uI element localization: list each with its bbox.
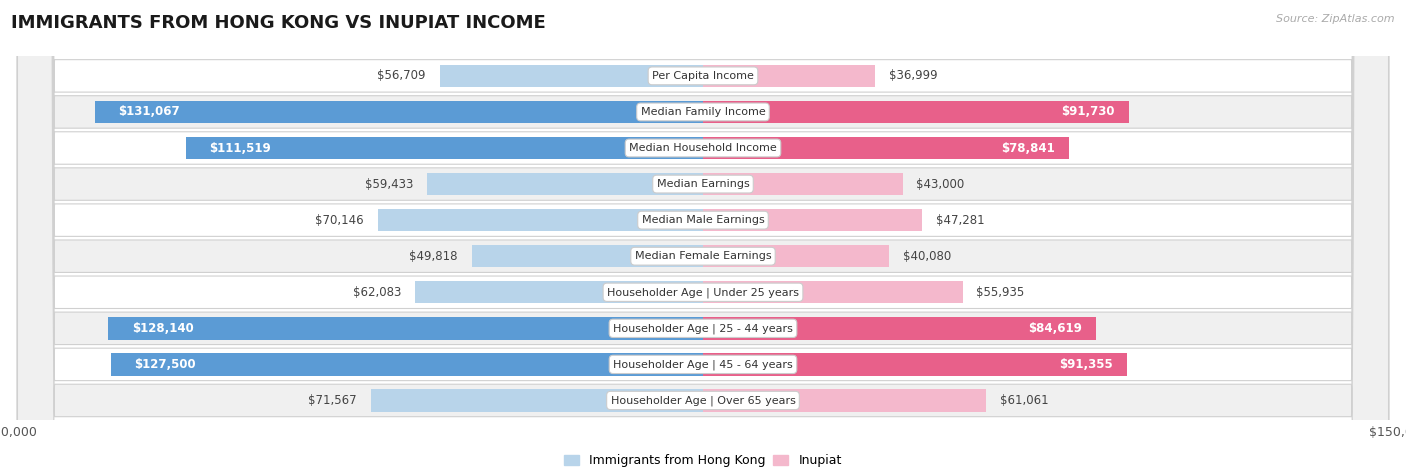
Legend: Immigrants from Hong Kong, Inupiat: Immigrants from Hong Kong, Inupiat xyxy=(560,449,846,467)
Text: $91,355: $91,355 xyxy=(1059,358,1114,371)
Bar xyxy=(703,209,922,231)
Text: $131,067: $131,067 xyxy=(118,106,180,119)
Text: $62,083: $62,083 xyxy=(353,286,401,299)
Text: $78,841: $78,841 xyxy=(1001,142,1054,155)
FancyBboxPatch shape xyxy=(17,0,1389,467)
Text: Householder Age | Under 25 years: Householder Age | Under 25 years xyxy=(607,287,799,297)
Bar xyxy=(427,173,703,195)
FancyBboxPatch shape xyxy=(17,0,1389,467)
Bar xyxy=(371,389,703,411)
Text: Per Capita Income: Per Capita Income xyxy=(652,71,754,81)
Bar xyxy=(440,65,703,87)
Text: $36,999: $36,999 xyxy=(889,70,938,82)
Bar xyxy=(111,353,703,375)
FancyBboxPatch shape xyxy=(17,0,1389,467)
Text: $128,140: $128,140 xyxy=(132,322,194,335)
Text: Source: ZipAtlas.com: Source: ZipAtlas.com xyxy=(1277,14,1395,24)
Text: $84,619: $84,619 xyxy=(1028,322,1081,335)
Bar xyxy=(703,389,987,411)
Text: $61,061: $61,061 xyxy=(1000,394,1049,407)
Text: IMMIGRANTS FROM HONG KONG VS INUPIAT INCOME: IMMIGRANTS FROM HONG KONG VS INUPIAT INC… xyxy=(11,14,546,32)
Bar xyxy=(186,137,703,159)
Text: $40,080: $40,080 xyxy=(903,250,950,263)
Bar xyxy=(703,245,889,268)
Bar xyxy=(703,317,1095,340)
Bar xyxy=(703,173,903,195)
Bar xyxy=(703,353,1126,375)
Bar xyxy=(703,65,875,87)
Text: Householder Age | 25 - 44 years: Householder Age | 25 - 44 years xyxy=(613,323,793,333)
Bar xyxy=(703,101,1129,123)
Text: $47,281: $47,281 xyxy=(936,213,986,226)
FancyBboxPatch shape xyxy=(17,0,1389,467)
FancyBboxPatch shape xyxy=(17,0,1389,467)
Bar xyxy=(415,281,703,304)
Text: $70,146: $70,146 xyxy=(315,213,364,226)
Text: Householder Age | 45 - 64 years: Householder Age | 45 - 64 years xyxy=(613,359,793,370)
FancyBboxPatch shape xyxy=(17,0,1389,467)
Text: $59,433: $59,433 xyxy=(366,177,413,191)
Bar xyxy=(94,101,703,123)
Text: $91,730: $91,730 xyxy=(1062,106,1115,119)
Text: Median Household Income: Median Household Income xyxy=(628,143,778,153)
Bar xyxy=(703,281,963,304)
Text: $127,500: $127,500 xyxy=(135,358,197,371)
Text: Median Male Earnings: Median Male Earnings xyxy=(641,215,765,225)
Bar xyxy=(703,137,1069,159)
FancyBboxPatch shape xyxy=(17,0,1389,467)
Text: $55,935: $55,935 xyxy=(976,286,1025,299)
Bar xyxy=(378,209,703,231)
Text: Median Family Income: Median Family Income xyxy=(641,107,765,117)
Text: $49,818: $49,818 xyxy=(409,250,458,263)
Text: $111,519: $111,519 xyxy=(208,142,270,155)
Bar xyxy=(472,245,703,268)
Text: $43,000: $43,000 xyxy=(917,177,965,191)
Text: $71,567: $71,567 xyxy=(308,394,357,407)
FancyBboxPatch shape xyxy=(17,0,1389,467)
Text: Median Female Earnings: Median Female Earnings xyxy=(634,251,772,261)
Text: Median Earnings: Median Earnings xyxy=(657,179,749,189)
Bar xyxy=(108,317,703,340)
Text: $56,709: $56,709 xyxy=(377,70,426,82)
FancyBboxPatch shape xyxy=(17,0,1389,467)
FancyBboxPatch shape xyxy=(17,0,1389,467)
Text: Householder Age | Over 65 years: Householder Age | Over 65 years xyxy=(610,395,796,406)
